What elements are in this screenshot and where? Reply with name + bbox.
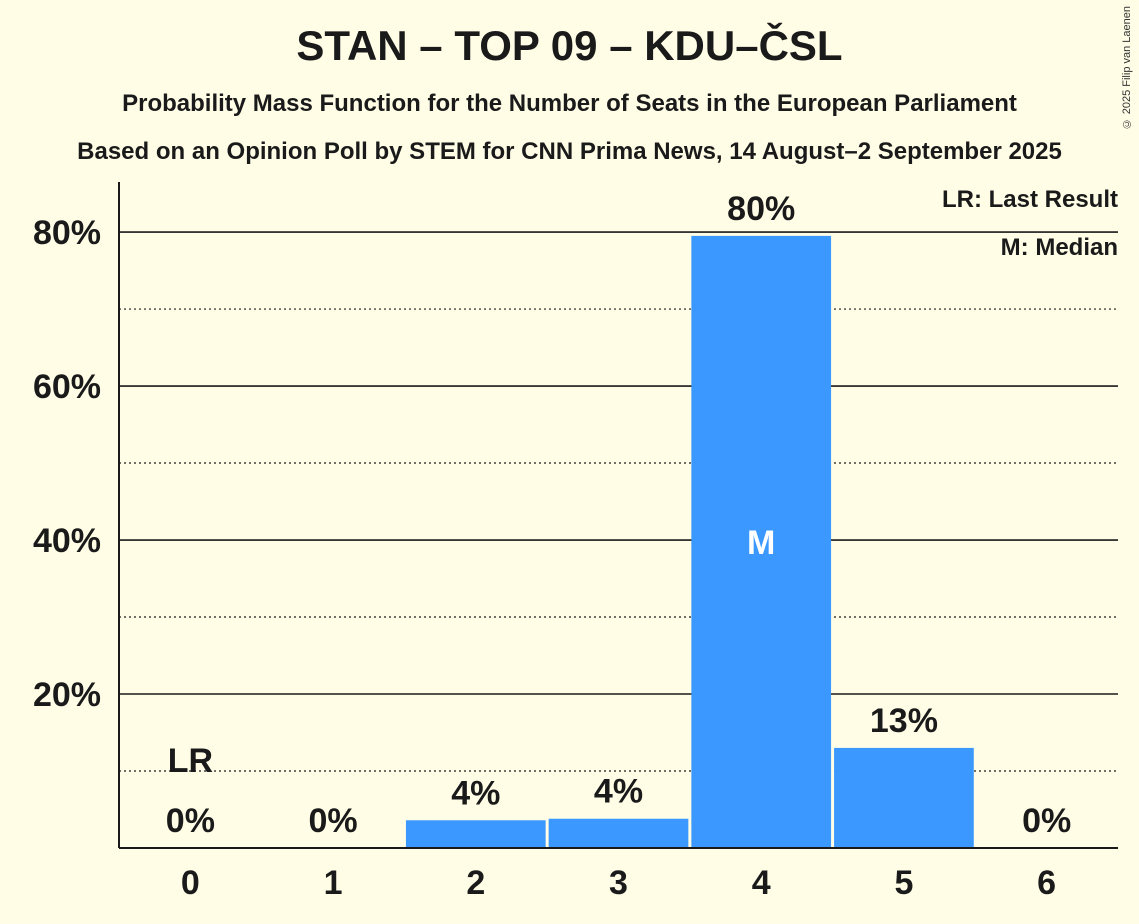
bar-seat-3 bbox=[548, 818, 689, 848]
y-tick-label: 60% bbox=[33, 368, 101, 406]
y-tick-label: 80% bbox=[33, 214, 101, 252]
legend-median: M: Median bbox=[1000, 234, 1118, 261]
value-label: 0% bbox=[309, 802, 358, 840]
chart-title: STAN – TOP 09 – KDU–ČSL bbox=[296, 22, 843, 69]
value-label: 4% bbox=[594, 773, 643, 811]
bar-seat-2 bbox=[405, 820, 546, 848]
bars bbox=[405, 235, 974, 849]
x-tick-label: 6 bbox=[1037, 864, 1056, 902]
x-tick-label: 4 bbox=[752, 864, 771, 902]
chart-subtitle: Probability Mass Function for the Number… bbox=[122, 90, 1017, 117]
value-label: 0% bbox=[166, 802, 215, 840]
value-label: 4% bbox=[451, 774, 500, 812]
value-label: 13% bbox=[870, 702, 938, 740]
bar-seat-4 bbox=[691, 235, 832, 849]
value-label: 0% bbox=[1022, 802, 1071, 840]
x-tick-label: 0 bbox=[181, 864, 200, 902]
x-tick-label: 3 bbox=[609, 864, 628, 902]
axes: 20% 40% 60% 80% 0 1 2 3 4 5 6 bbox=[33, 182, 1118, 902]
labels: 0% LR 0% 4% 4% 80% M 13% 0% bbox=[166, 190, 1071, 840]
median-marker: M bbox=[747, 524, 775, 562]
y-tick-label: 40% bbox=[33, 522, 101, 560]
gridlines bbox=[119, 231, 1118, 772]
legend-last-result: LR: Last Result bbox=[941, 186, 1118, 213]
chart-source-subtitle: Based on an Opinion Poll by STEM for CNN… bbox=[77, 138, 1062, 165]
y-tick-label: 20% bbox=[33, 676, 101, 714]
bar-seat-5 bbox=[834, 747, 974, 848]
x-tick-label: 2 bbox=[466, 864, 485, 902]
x-tick-label: 1 bbox=[324, 864, 343, 902]
last-result-marker: LR bbox=[168, 742, 213, 780]
value-label: 80% bbox=[727, 190, 795, 228]
x-tick-label: 5 bbox=[894, 864, 913, 902]
